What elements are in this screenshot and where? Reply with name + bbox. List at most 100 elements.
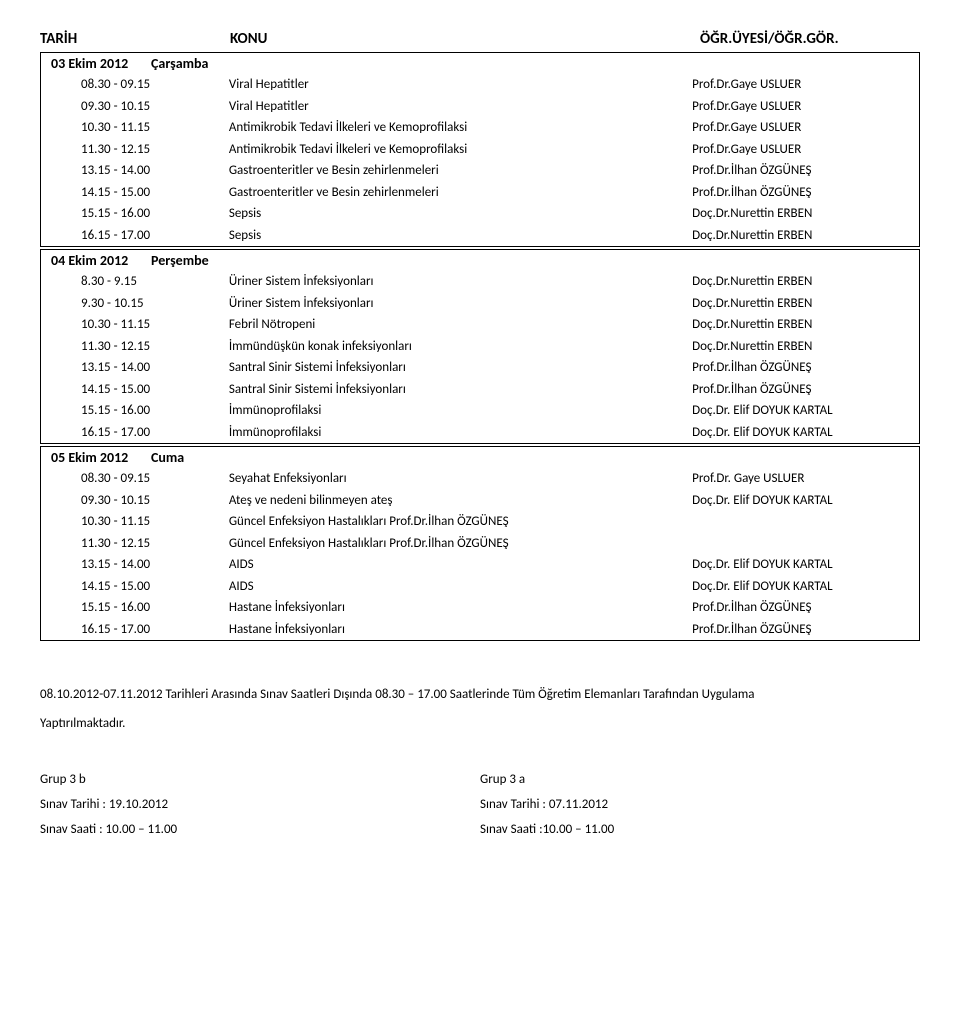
row-lecturer: Prof.Dr.Gaye USLUER	[692, 140, 909, 160]
row-lecturer: Prof.Dr.İlhan ÖZGÜNEŞ	[692, 161, 909, 181]
schedule-row: 11.30 - 12.15Güncel Enfeksiyon Hastalıkl…	[41, 533, 919, 555]
row-time: 16.15 - 17.00	[81, 226, 229, 246]
day-header: 04 Ekim 2012Perşembe	[41, 250, 919, 271]
row-time: 8.30 - 9.15	[81, 272, 229, 292]
row-lecturer: Doç.Dr.Nurettin ERBEN	[692, 226, 909, 246]
schedule-row: 16.15 - 17.00İmmünoprofilaksiDoç.Dr. Eli…	[41, 422, 919, 444]
schedule-row: 08.30 - 09.15Viral HepatitlerProf.Dr.Gay…	[41, 74, 919, 96]
row-topic: Febril Nötropeni	[229, 315, 692, 335]
row-time: 11.30 - 12.15	[81, 337, 229, 357]
row-time: 15.15 - 16.00	[81, 598, 229, 618]
row-topic: Hastane İnfeksiyonları	[229, 620, 692, 640]
row-topic: Gastroenteritler ve Besin zehirlenmeleri	[229, 161, 692, 181]
schedule-row: 11.30 - 12.15Antimikrobik Tedavi İlkeler…	[41, 139, 919, 161]
day-header: 05 Ekim 2012Cuma	[41, 447, 919, 468]
row-lecturer: Prof.Dr. Gaye USLUER	[692, 469, 909, 489]
schedule-row: 13.15 - 14.00Santral Sinir Sistemi İnfek…	[41, 357, 919, 379]
group-left-exam-date: Sınav Tarihi : 19.10.2012	[40, 793, 480, 818]
row-time: 08.30 - 09.15	[81, 469, 229, 489]
schedule-row: 13.15 - 14.00Gastroenteritler ve Besin z…	[41, 160, 919, 182]
day-weekday: Çarşamba	[151, 55, 208, 72]
row-lecturer: Doç.Dr. Elif DOYUK KARTAL	[692, 577, 909, 597]
schedule-row: 13.15 - 14.00AIDSDoç.Dr. Elif DOYUK KART…	[41, 554, 919, 576]
schedule-row: 8.30 - 9.15Üriner Sistem İnfeksiyonlarıD…	[41, 271, 919, 293]
row-lecturer: Doç.Dr.Nurettin ERBEN	[692, 315, 909, 335]
row-topic: Santral Sinir Sistemi İnfeksiyonları	[229, 358, 692, 378]
row-topic: İmmünoprofilaksi	[229, 423, 692, 443]
row-topic: Hastane İnfeksiyonları	[229, 598, 692, 618]
day-block: 04 Ekim 2012Perşembe8.30 - 9.15Üriner Si…	[40, 249, 920, 444]
row-topic: İmmündüşkün konak infeksiyonları	[229, 337, 692, 357]
group-left-exam-time: Sınav Saati : 10.00 – 11.00	[40, 818, 480, 843]
group-left: Grup 3 b Sınav Tarihi : 19.10.2012 Sınav…	[40, 768, 480, 842]
row-time: 13.15 - 14.00	[81, 161, 229, 181]
row-lecturer: Doç.Dr. Elif DOYUK KARTAL	[692, 491, 909, 511]
row-time: 11.30 - 12.15	[81, 534, 229, 554]
row-lecturer: Doç.Dr.Nurettin ERBEN	[692, 272, 909, 292]
row-topic: Santral Sinir Sistemi İnfeksiyonları	[229, 380, 692, 400]
day-date: 05 Ekim 2012	[51, 449, 151, 466]
header-topic: KONU	[230, 30, 700, 48]
day-header: 03 Ekim 2012Çarşamba	[41, 53, 919, 74]
days-container: 03 Ekim 2012Çarşamba08.30 - 09.15Viral H…	[40, 52, 920, 641]
row-topic: İmmünoprofilaksi	[229, 401, 692, 421]
schedule-row: 14.15 - 15.00AIDSDoç.Dr. Elif DOYUK KART…	[41, 576, 919, 598]
row-time: 9.30 - 10.15	[81, 294, 229, 314]
group-right: Grup 3 a Sınav Tarihi : 07.11.2012 Sınav…	[480, 768, 920, 842]
day-date: 04 Ekim 2012	[51, 252, 151, 269]
row-time: 10.30 - 11.15	[81, 512, 229, 532]
schedule-row: 09.30 - 10.15Ateş ve nedeni bilinmeyen a…	[41, 490, 919, 512]
row-topic: Ateş ve nedeni bilinmeyen ateş	[229, 491, 692, 511]
footer-line2: Yaptırılmaktadır.	[40, 710, 920, 739]
row-lecturer: Doç.Dr. Elif DOYUK KARTAL	[692, 423, 909, 443]
row-time: 15.15 - 16.00	[81, 204, 229, 224]
row-time: 14.15 - 15.00	[81, 380, 229, 400]
groups-section: Grup 3 b Sınav Tarihi : 19.10.2012 Sınav…	[40, 768, 920, 842]
row-time: 13.15 - 14.00	[81, 555, 229, 575]
schedule-row: 14.15 - 15.00Santral Sinir Sistemi İnfek…	[41, 379, 919, 401]
schedule-row: 15.15 - 16.00İmmünoprofilaksiDoç.Dr. Eli…	[41, 400, 919, 422]
row-time: 13.15 - 14.00	[81, 358, 229, 378]
row-topic: Üriner Sistem İnfeksiyonları	[229, 294, 692, 314]
schedule-row: 10.30 - 11.15Güncel Enfeksiyon Hastalıkl…	[41, 511, 919, 533]
row-topic: Seyahat Enfeksiyonları	[229, 469, 692, 489]
footer-line1: 08.10.2012-07.11.2012 Tarihleri Arasında…	[40, 681, 920, 710]
row-time: 10.30 - 11.15	[81, 315, 229, 335]
row-topic: Üriner Sistem İnfeksiyonları	[229, 272, 692, 292]
row-time: 16.15 - 17.00	[81, 620, 229, 640]
row-time: 09.30 - 10.15	[81, 97, 229, 117]
schedule-row: 09.30 - 10.15Viral HepatitlerProf.Dr.Gay…	[41, 96, 919, 118]
row-time: 11.30 - 12.15	[81, 140, 229, 160]
row-topic: Gastroenteritler ve Besin zehirlenmeleri	[229, 183, 692, 203]
schedule-row: 08.30 - 09.15Seyahat EnfeksiyonlarıProf.…	[41, 468, 919, 490]
row-lecturer	[692, 534, 909, 554]
row-lecturer: Doç.Dr.Nurettin ERBEN	[692, 294, 909, 314]
row-lecturer: Prof.Dr.İlhan ÖZGÜNEŞ	[692, 620, 909, 640]
schedule-row: 10.30 - 11.15Antimikrobik Tedavi İlkeler…	[41, 117, 919, 139]
day-weekday: Perşembe	[151, 252, 209, 269]
row-lecturer: Prof.Dr.Gaye USLUER	[692, 75, 909, 95]
row-lecturer: Prof.Dr.İlhan ÖZGÜNEŞ	[692, 598, 909, 618]
group-right-name: Grup 3 a	[480, 768, 920, 793]
schedule-row: 10.30 - 11.15Febril NötropeniDoç.Dr.Nure…	[41, 314, 919, 336]
row-time: 09.30 - 10.15	[81, 491, 229, 511]
group-right-exam-time: Sınav Saati :10.00 – 11.00	[480, 818, 920, 843]
schedule-row: 15.15 - 16.00SepsisDoç.Dr.Nurettin ERBEN	[41, 203, 919, 225]
row-lecturer: Prof.Dr.İlhan ÖZGÜNEŞ	[692, 358, 909, 378]
schedule-row: 9.30 - 10.15Üriner Sistem İnfeksiyonları…	[41, 293, 919, 315]
row-time: 08.30 - 09.15	[81, 75, 229, 95]
schedule-row: 16.15 - 17.00Hastane İnfeksiyonlarıProf.…	[41, 619, 919, 641]
row-lecturer: Prof.Dr.İlhan ÖZGÜNEŞ	[692, 183, 909, 203]
header-lecturer: ÖĞR.ÜYESİ/ÖĞR.GÖR.	[700, 30, 920, 48]
day-weekday: Cuma	[151, 449, 184, 466]
row-topic: Güncel Enfeksiyon Hastalıkları Prof.Dr.İ…	[229, 534, 692, 554]
schedule-row: 11.30 - 12.15İmmündüşkün konak infeksiyo…	[41, 336, 919, 358]
row-lecturer: Prof.Dr.İlhan ÖZGÜNEŞ	[692, 380, 909, 400]
row-lecturer	[692, 512, 909, 532]
row-time: 15.15 - 16.00	[81, 401, 229, 421]
footer-note: 08.10.2012-07.11.2012 Tarihleri Arasında…	[40, 681, 920, 738]
group-left-name: Grup 3 b	[40, 768, 480, 793]
row-time: 16.15 - 17.00	[81, 423, 229, 443]
group-right-exam-date: Sınav Tarihi : 07.11.2012	[480, 793, 920, 818]
day-date: 03 Ekim 2012	[51, 55, 151, 72]
